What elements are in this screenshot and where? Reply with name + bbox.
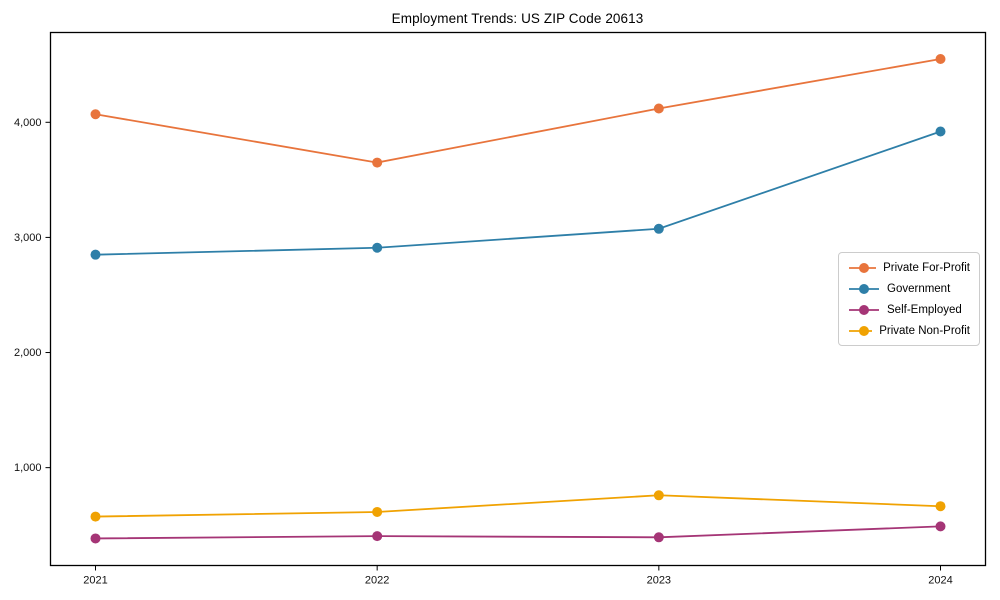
x-tick-label: 2021 (83, 575, 107, 587)
legend-item: Government (848, 281, 970, 296)
x-tick-label: 2022 (365, 575, 389, 587)
legend-item: Self-Employed (848, 302, 970, 317)
legend-label: Private Non-Profit (879, 324, 970, 337)
x-axis: 2021 2022 2023 2024 (83, 565, 953, 587)
series-private-non-profit (90, 490, 946, 522)
data-point (90, 109, 101, 120)
legend: Private For-Profit Government Self-Employe… (838, 252, 980, 346)
legend-line-marker-icon (849, 283, 879, 294)
chart-title: Employment Trends: US ZIP Code 20613 (391, 11, 644, 26)
legend-label: Government (887, 282, 951, 295)
y-tick-label: 4,000 (14, 117, 42, 129)
data-point (935, 521, 946, 532)
legend-line-marker-icon (849, 304, 879, 315)
data-point (935, 501, 946, 512)
x-tick-label: 2023 (647, 575, 671, 587)
data-point (372, 506, 383, 517)
legend-line-marker-icon (849, 325, 873, 336)
series-private-for-profit (90, 53, 946, 168)
data-point (935, 53, 946, 64)
legend-label: Self-Employed (887, 303, 962, 316)
plot-border (49, 31, 987, 567)
series-line (94, 525, 942, 540)
y-axis: 1,000 2,000 3,000 4,000 (14, 117, 51, 474)
data-point (372, 157, 383, 168)
y-tick-label: 3,000 (14, 232, 42, 244)
data-point (90, 533, 101, 544)
data-point (90, 511, 101, 522)
legend-item: Private Non-Profit (848, 323, 970, 338)
data-point (653, 532, 664, 543)
series-government (90, 126, 946, 260)
data-point (90, 249, 101, 260)
data-point (372, 531, 383, 542)
y-tick-label: 1,000 (14, 462, 42, 474)
data-point (653, 223, 664, 234)
x-tick-label: 2024 (928, 575, 952, 587)
data-point (372, 242, 383, 253)
data-point (653, 103, 664, 114)
legend-item: Private For-Profit (848, 260, 970, 275)
series-self-employed (90, 521, 946, 544)
legend-label: Private For-Profit (883, 261, 970, 274)
data-point (935, 126, 946, 137)
y-tick-label: 2,000 (14, 347, 42, 359)
legend-line-marker-icon (849, 262, 877, 273)
series-line (94, 58, 942, 164)
series-line (94, 130, 942, 256)
data-point (653, 490, 664, 501)
series-line (94, 494, 942, 518)
